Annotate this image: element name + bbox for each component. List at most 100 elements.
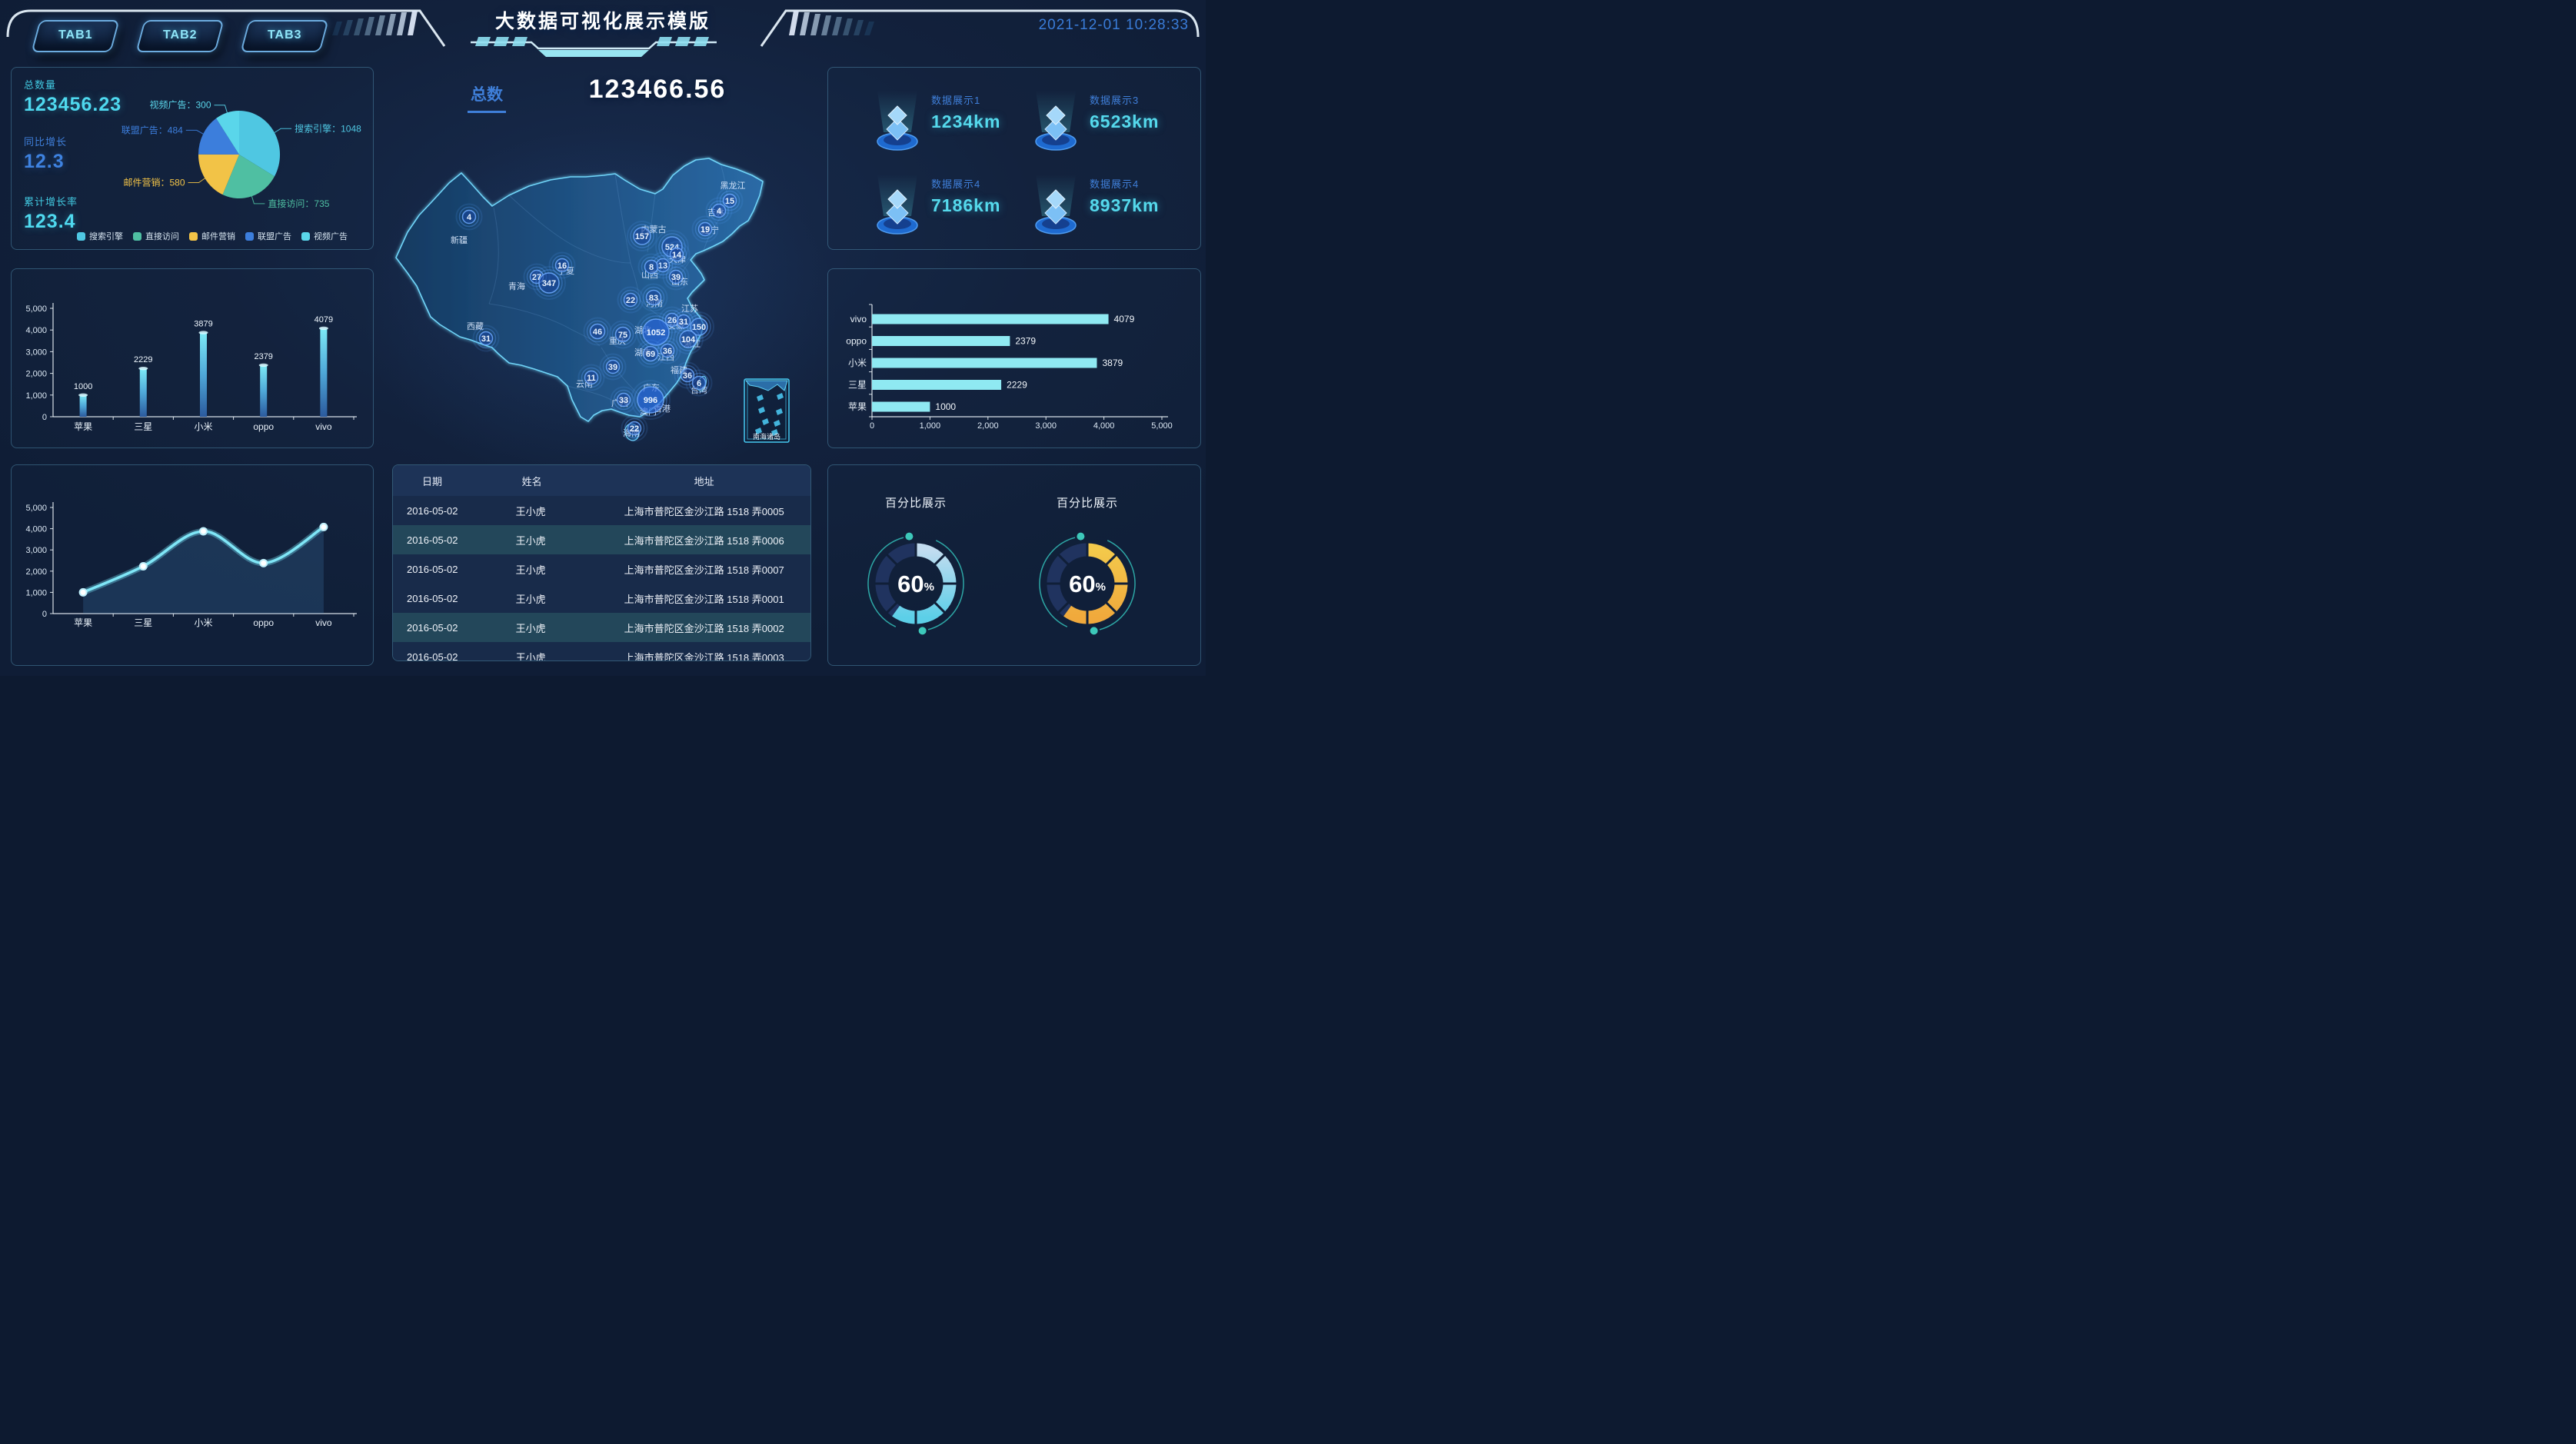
map-bubble-福建[interactable] [680, 368, 695, 383]
hbar-小米[interactable] [872, 358, 1097, 368]
gauge-0: 60% [867, 532, 964, 635]
map-bubble-value: 26 [667, 316, 677, 325]
hbar-三星[interactable] [872, 380, 1002, 390]
legend-label: 搜索引擎 [89, 232, 123, 241]
map-bubble-上海[interactable] [676, 314, 691, 329]
map-bubble-黑龙江[interactable] [722, 193, 737, 208]
overview-panel: 总数量 123456.23 同比增长 12.3 累计增长率 123.4 搜索引擎：1048… [11, 67, 374, 250]
map-bubble-value: 46 [593, 328, 602, 337]
map-bubble-重庆[interactable] [614, 326, 631, 343]
map-bubble-辽宁[interactable] [697, 221, 713, 237]
pie-label: 直接访问：735 [268, 198, 329, 209]
map-bubble-吉林[interactable] [711, 203, 727, 218]
pie-slice-视频广告[interactable] [216, 110, 239, 155]
legend-label: 邮件营销 [201, 232, 235, 241]
map-bubble-浙江[interactable] [679, 330, 697, 348]
map-bubble-台湾[interactable] [691, 375, 707, 391]
card-value: 6523km [1090, 111, 1160, 131]
map-bubble-新疆[interactable] [461, 209, 477, 225]
map-bubble-天津[interactable] [669, 247, 684, 262]
map-bubble-江西[interactable] [660, 343, 675, 358]
legend-item-直接访问[interactable]: 直接访问 [133, 230, 179, 242]
map-bubble-山东[interactable] [668, 269, 684, 284]
table-row-0[interactable]: 2016-05-02 王小虎 上海市普陀区金沙江路 1518 弄0005 [393, 496, 810, 525]
table-row-2[interactable]: 2016-05-02 王小虎 上海市普陀区金沙江路 1518 弄0007 [393, 554, 810, 584]
bar-小米[interactable] [200, 332, 207, 417]
map-bubble-value: 19 [701, 225, 710, 235]
legend-item-视频广告[interactable]: 视频广告 [301, 230, 348, 242]
map-bubble-湖南[interactable] [642, 345, 659, 362]
map-bubble-陕西[interactable] [623, 292, 638, 308]
svg-text:4,000: 4,000 [25, 525, 47, 534]
line-point-vivo[interactable] [319, 522, 328, 531]
stat-0: 总数量 123456.23 [24, 77, 121, 116]
pie-slice-邮件营销[interactable] [198, 154, 239, 195]
map-bubble-四川[interactable] [589, 323, 606, 340]
map-bubble-value: 347 [542, 279, 556, 288]
hbar-苹果[interactable] [872, 401, 930, 412]
map-bubble-江苏[interactable] [690, 318, 708, 336]
bar-三星[interactable] [139, 368, 147, 417]
map-bubble-广西[interactable] [616, 392, 631, 408]
bar-value: 1000 [74, 382, 92, 391]
card-label: 数据展示1 [931, 95, 981, 106]
gauge-value: 60% [897, 571, 934, 597]
svg-text:1,000: 1,000 [25, 588, 47, 597]
bar-vivo[interactable] [320, 328, 328, 417]
gauge-arc [892, 543, 957, 624]
line-point-小米[interactable] [199, 527, 208, 536]
dashboard: TAB1 TAB2 TAB3 大数据可视化展示模版 2021-12-01 10:28… [0, 0, 1206, 676]
legend-item-搜索引擎[interactable]: 搜索引擎 [77, 230, 123, 242]
pie-slice-直接访问[interactable] [222, 155, 275, 199]
legend-item-邮件营销[interactable]: 邮件营销 [189, 230, 235, 242]
line-point-苹果[interactable] [78, 587, 88, 597]
bar-oppo[interactable] [260, 364, 268, 417]
svg-text:2,000: 2,000 [25, 370, 47, 379]
pie-slice-搜索引擎[interactable] [239, 110, 281, 177]
hbar-oppo[interactable] [872, 336, 1010, 346]
hbar-value: 4079 [1114, 314, 1135, 324]
table-cell: 王小虎 [506, 642, 598, 660]
pie-label: 邮件营销：580 [123, 178, 185, 188]
data-cards-panel: 数据展示1 1234km 数据展示3 6523km 数据展示4 7186km 数据展示4 89… [827, 67, 1201, 250]
map-bubble-河南[interactable] [645, 289, 662, 306]
table-row-5[interactable]: 2016-05-02 王小虎 上海市普陀区金沙江路 1518 弄0003 [393, 642, 810, 660]
map-bubble-内蒙古[interactable] [633, 227, 651, 245]
svg-text:3,000: 3,000 [25, 546, 47, 555]
pie-slice-联盟广告[interactable] [198, 118, 239, 155]
bar-value: 2229 [134, 355, 152, 364]
line-point-三星[interactable] [138, 561, 148, 571]
map-bubble-海南[interactable] [627, 421, 642, 436]
map-bubble-湖北[interactable] [642, 318, 670, 346]
map-bubble-value: 14 [672, 251, 682, 260]
map-bubble-甘肃[interactable] [538, 272, 560, 294]
map-bubble-贵州[interactable] [605, 359, 621, 374]
svg-text:1,000: 1,000 [920, 421, 941, 431]
legend-item-联盟广告[interactable]: 联盟广告 [245, 230, 291, 242]
line-point-oppo[interactable] [259, 558, 268, 567]
table-row-1[interactable]: 2016-05-02 王小虎 上海市普陀区金沙江路 1518 弄0006 [393, 525, 810, 554]
table-cell: 2016-05-02 [393, 496, 507, 525]
map-bubble-value: 39 [608, 363, 617, 372]
map-bubble-宁夏[interactable] [554, 258, 570, 273]
province-label-西藏: 西藏 [467, 321, 484, 331]
svg-text:0: 0 [42, 610, 47, 619]
table-cell: 2016-05-02 [393, 642, 507, 660]
map-bubble-云南[interactable] [584, 370, 599, 385]
map-bubble-广东[interactable] [637, 386, 664, 414]
card-value: 1234km [931, 111, 1001, 131]
table-row-3[interactable]: 2016-05-02 王小虎 上海市普陀区金沙江路 1518 弄0001 [393, 584, 810, 613]
line-chart: 0 1,000 2,000 3,000 4,000 5,000 苹果 三星 小米 oppo vivo [25, 502, 357, 628]
bar-苹果[interactable] [79, 394, 87, 417]
bar-value: 2379 [254, 352, 272, 361]
map-bubble-西藏[interactable] [478, 331, 494, 346]
map-bubble-山西[interactable] [644, 259, 659, 274]
map-bubble-value: 6 [697, 379, 701, 388]
province-label-江苏: 江苏 [681, 304, 698, 314]
table-header-row: 日期 姓名 地址 [393, 465, 810, 496]
pie-series: 搜索引擎：1048 直接访问：735 邮件营销：580 联盟广告：484 视频广告：30… [121, 99, 361, 209]
hbar-vivo[interactable] [872, 314, 1109, 324]
table-cell: 2016-05-02 [393, 584, 507, 613]
table-row-4[interactable]: 2016-05-02 王小虎 上海市普陀区金沙江路 1518 弄0002 [393, 613, 810, 642]
